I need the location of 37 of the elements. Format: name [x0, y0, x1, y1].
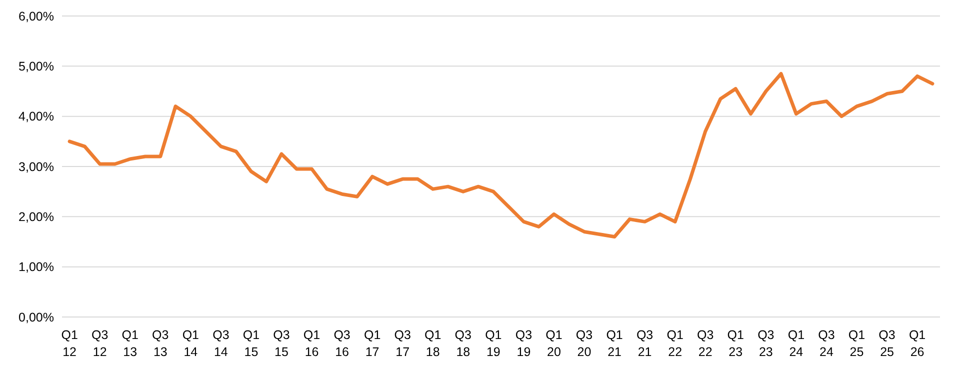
- y-tick-label: 6,00%: [18, 9, 54, 24]
- y-tick-label: 2,00%: [18, 210, 54, 224]
- x-tick-label: Q1 19: [485, 328, 502, 359]
- x-tick-label: Q1 14: [182, 328, 200, 359]
- x-tick-label: Q1 23: [727, 328, 744, 359]
- x-tick-label: Q1 26: [908, 328, 926, 359]
- y-tick-label: 0,00%: [18, 310, 54, 324]
- x-tick-label: Q3 14: [212, 328, 230, 359]
- x-tick-label: Q1 16: [303, 328, 320, 359]
- x-tick-label: Q3 16: [334, 328, 350, 359]
- x-tick-label: Q1 17: [364, 328, 381, 359]
- x-tick-label: Q3 18: [454, 328, 472, 359]
- x-tick-label: Q3 22: [697, 328, 714, 359]
- x-tick-label: Q3 20: [576, 328, 593, 359]
- x-tick-label: Q3 17: [394, 328, 411, 359]
- x-tick-label: Q1 21: [606, 328, 623, 359]
- y-tick-label: 4,00%: [18, 110, 54, 124]
- x-tick-label: Q1 25: [848, 328, 866, 359]
- x-tick-label: Q3 12: [92, 328, 108, 359]
- x-tick-label: Q1 13: [122, 328, 138, 359]
- x-tick-label: Q3 24: [818, 328, 835, 359]
- x-tick-label: Q3 21: [636, 328, 654, 359]
- x-tick-label: Q1 18: [424, 328, 442, 359]
- x-tick-label: Q1 15: [242, 328, 260, 359]
- line-series: [68, 72, 934, 238]
- x-tick-label: Q3 23: [758, 328, 774, 359]
- x-tick-label: Q1 24: [788, 328, 805, 359]
- x-tick-label: Q3 13: [152, 328, 169, 359]
- y-tick-label: 3,00%: [18, 160, 54, 174]
- x-tick-label: Q1 22: [666, 328, 684, 359]
- x-tick-label: Q1 20: [546, 328, 562, 359]
- x-tick-label: Q3 19: [515, 328, 532, 359]
- x-tick-label: Q3 15: [273, 328, 290, 359]
- y-tick-label: 5,00%: [18, 60, 54, 74]
- x-tick-label: Q1 12: [61, 328, 78, 359]
- x-tick-label: Q3 25: [878, 328, 896, 359]
- y-tick-label: 1,00%: [18, 260, 54, 274]
